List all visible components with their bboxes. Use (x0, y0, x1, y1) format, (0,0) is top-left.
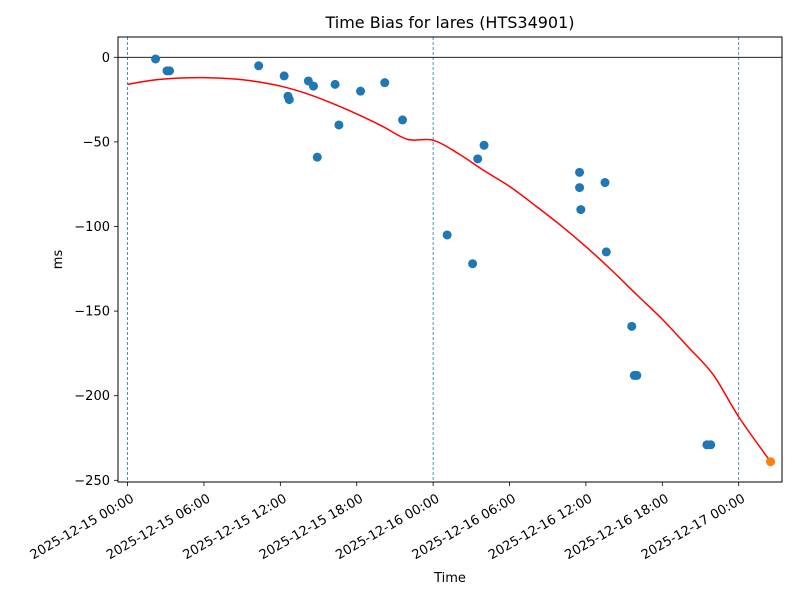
data-point (284, 95, 294, 105)
data-point (165, 66, 175, 76)
data-point (468, 259, 478, 269)
data-point (575, 183, 585, 193)
y-tick-label: −100 (74, 220, 110, 235)
data-points (151, 54, 776, 467)
y-tick-label: −150 (74, 305, 110, 320)
fit-curve (127, 76, 772, 463)
chart-title: Time Bias for lares (HTS34901) (324, 13, 574, 32)
data-point (330, 79, 340, 89)
fit-curve-layer (127, 76, 772, 463)
data-point (473, 154, 483, 164)
data-point (356, 86, 366, 96)
data-point (398, 115, 408, 125)
y-axis-label: ms (51, 250, 66, 270)
y-tick-label: −200 (74, 389, 110, 404)
y-axis-ticks: 0 −50 −100 −150 −200 −250 (74, 51, 118, 489)
data-point (632, 370, 642, 380)
y-tick-label: −250 (74, 474, 110, 489)
data-point (380, 78, 390, 88)
data-point (334, 120, 344, 130)
data-point (600, 178, 610, 188)
data-point (151, 54, 161, 64)
data-point (279, 71, 289, 81)
data-point (576, 205, 586, 215)
data-point (308, 81, 318, 91)
data-point (442, 230, 452, 240)
guide-lines (118, 37, 782, 482)
data-point (627, 321, 637, 331)
y-tick-label: −50 (83, 135, 110, 150)
data-point (312, 152, 322, 162)
data-point (601, 247, 611, 257)
prediction-point (766, 457, 776, 467)
data-point (479, 140, 489, 150)
data-point (706, 440, 716, 450)
data-point (254, 61, 264, 71)
plot-area (118, 37, 782, 482)
x-axis-label: Time (433, 571, 466, 586)
data-point (575, 167, 585, 177)
axes-frame (117, 36, 783, 483)
y-tick-label: 0 (102, 51, 110, 66)
